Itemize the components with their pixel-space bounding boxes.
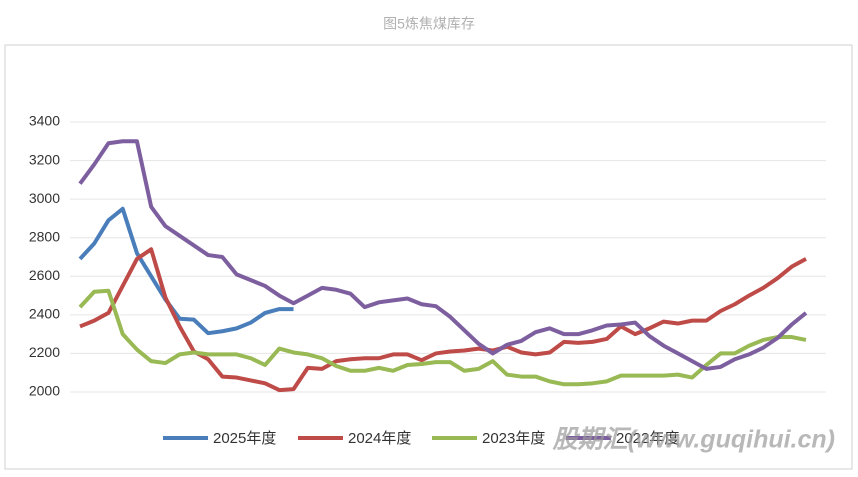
y-tick-label: 2000	[29, 383, 60, 399]
y-tick-label: 2800	[29, 228, 60, 244]
chart-title: 图5炼焦煤库存	[383, 16, 475, 32]
series-line	[78, 206, 294, 336]
series-line	[78, 288, 807, 387]
legend-label: 2025年度	[213, 430, 276, 447]
legend-label: 2023年度	[482, 430, 545, 447]
legend-label: 2022年度	[616, 430, 679, 447]
legend-label: 2024年度	[348, 430, 411, 447]
y-tick-label: 2600	[29, 267, 60, 283]
series-line	[78, 139, 808, 371]
y-tick-label: 2400	[29, 306, 60, 322]
y-tick-label: 2200	[29, 344, 60, 360]
watermark: 股期汇(www.guqihui.cn)	[552, 426, 835, 454]
chart-border	[4, 44, 853, 470]
y-tick-label: 3200	[29, 151, 60, 167]
y-tick-label: 3000	[29, 190, 60, 206]
y-tick-label: 3400	[29, 113, 60, 129]
